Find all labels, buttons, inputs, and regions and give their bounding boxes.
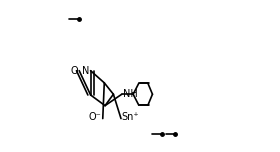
Text: NH: NH <box>123 89 137 99</box>
Text: Sn⁺: Sn⁺ <box>122 112 139 122</box>
Text: O: O <box>70 66 78 76</box>
Text: O⁻: O⁻ <box>88 112 101 122</box>
Text: N: N <box>82 66 89 76</box>
